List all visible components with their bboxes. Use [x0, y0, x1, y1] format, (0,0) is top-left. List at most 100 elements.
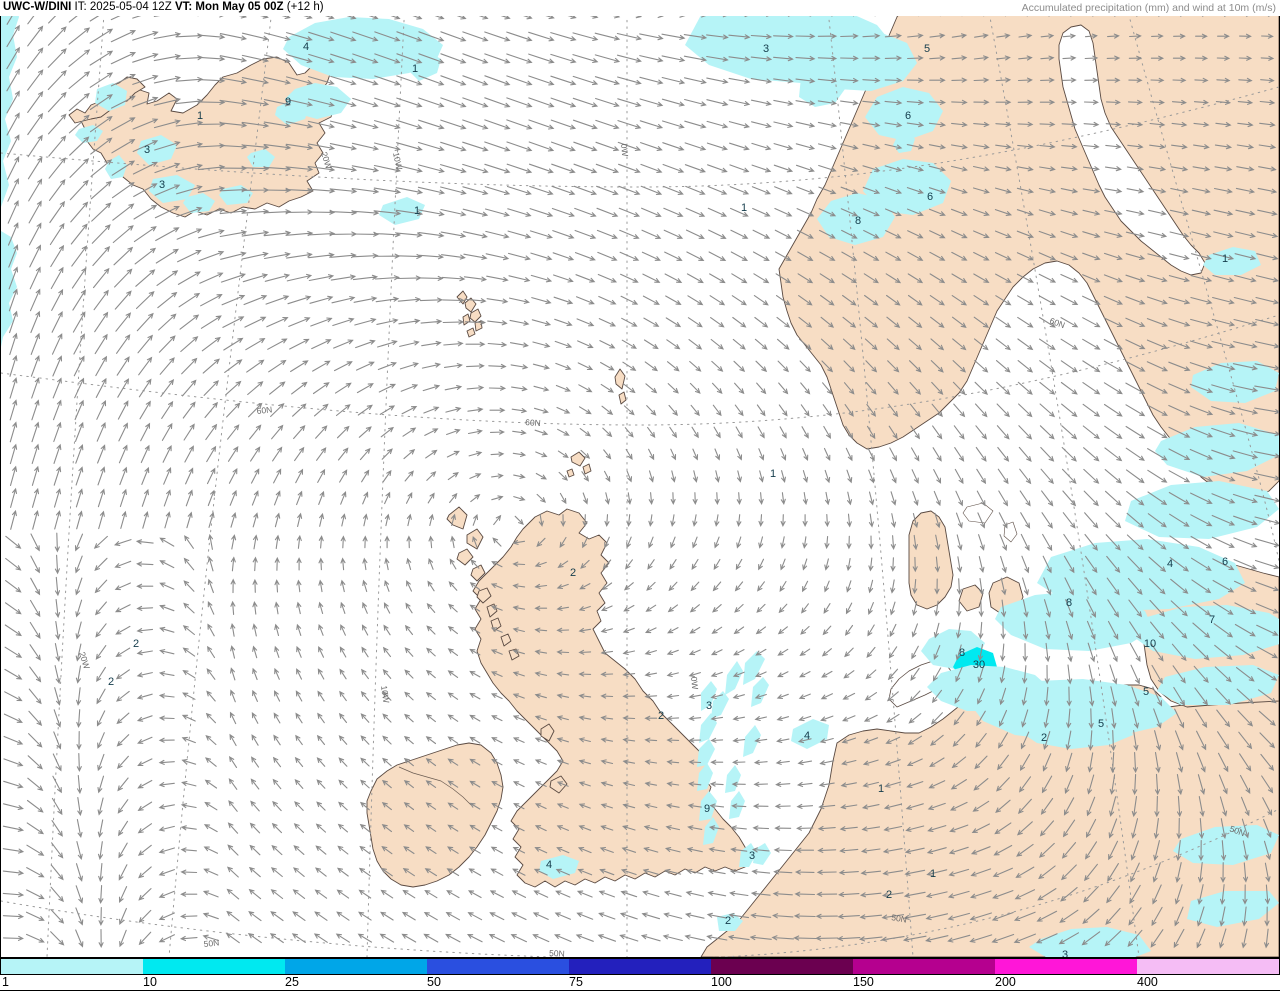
wind-arrow: [446, 450, 460, 458]
wind-arrow: [136, 312, 154, 332]
wind-arrow: [180, 913, 198, 919]
wind-arrow: [1038, 252, 1057, 261]
wind-arrow: [1106, 77, 1121, 83]
wind-arrow: [996, 33, 1011, 39]
wind-arrow: [947, 934, 971, 943]
wind-arrow: [1168, 383, 1191, 394]
wind-arrow: [263, 121, 292, 129]
wind-arrow: [534, 429, 549, 436]
wind-arrow: [528, 141, 555, 152]
wind-arrow: [98, 510, 105, 530]
wind-arrow: [443, 363, 463, 369]
wind-arrow: [1088, 664, 1095, 685]
wind-arrow: [136, 672, 153, 678]
wind-arrow: [622, 803, 636, 809]
wind-arrow: [354, 318, 377, 326]
wind-arrow: [75, 443, 84, 464]
wind-arrow: [621, 317, 638, 327]
colorbar-band-400[interactable]: [1137, 959, 1279, 974]
wind-arrow: [1195, 33, 1208, 39]
wind-arrow: [884, 100, 903, 106]
wind-arrow: [1168, 426, 1191, 438]
wind-arrow: [601, 582, 613, 591]
wind-arrow: [995, 360, 1011, 373]
wind-arrow: [976, 468, 987, 485]
wind-arrow: [1237, 99, 1254, 105]
colorbar-band-100[interactable]: [711, 959, 853, 974]
wind-arrow: [842, 692, 856, 700]
wind-arrow: [511, 890, 527, 898]
colorbar-band-150[interactable]: [853, 959, 995, 974]
wind-arrow: [930, 360, 944, 373]
wind-arrow: [467, 429, 483, 435]
wind-arrow: [375, 296, 400, 303]
wind-arrow: [1040, 77, 1055, 83]
wind-arrow: [329, 143, 358, 151]
wind-arrow: [796, 781, 813, 788]
wind-arrow: [380, 889, 394, 899]
wind-arrow: [182, 647, 196, 657]
wind-arrow: [154, 184, 181, 196]
wind-arrow: [133, 204, 158, 220]
wind-arrow: [661, 76, 686, 85]
wind-arrow: [447, 824, 459, 832]
wind-arrow: [817, 55, 838, 61]
wind-arrow: [801, 603, 809, 614]
wind-arrow: [951, 295, 968, 306]
wind-arrow: [1149, 99, 1165, 105]
wind-arrow: [1086, 818, 1097, 839]
wind-arrow: [793, 935, 817, 941]
wind-arrow: [1193, 144, 1210, 150]
wind-arrow: [926, 847, 947, 855]
colorbar-band-25[interactable]: [285, 959, 427, 974]
graticule-label-10w: 10W: [379, 685, 391, 704]
it-value: 2025-05-04 12Z: [89, 1, 172, 13]
wind-arrow: [1104, 188, 1123, 194]
wind-arrow: [1103, 403, 1123, 417]
wind-arrow: [319, 512, 325, 527]
colorbar-band-1[interactable]: [1, 959, 143, 974]
wind-arrow: [1189, 383, 1214, 394]
wind-arrow: [1082, 382, 1101, 395]
wind-arrow: [267, 338, 288, 350]
wind-arrow: [758, 514, 764, 527]
wind-arrow: [797, 273, 814, 284]
wind-arrow: [136, 715, 153, 722]
colorbar-band-200[interactable]: [995, 959, 1137, 974]
colorbar-swatches[interactable]: [0, 958, 1280, 975]
wind-arrow: [469, 692, 481, 700]
wind-arrow: [642, 890, 660, 898]
wind-arrow: [684, 912, 705, 919]
colorbar-band-50[interactable]: [427, 959, 569, 974]
wind-arrow: [817, 33, 838, 39]
wind-arrow: [617, 120, 642, 129]
wind-arrow: [1254, 472, 1279, 481]
wind-arrow: [574, 252, 596, 261]
wind-arrow: [979, 577, 985, 596]
colorbar-band-10[interactable]: [143, 959, 285, 974]
wind-arrow: [802, 492, 808, 506]
wind-arrow: [553, 296, 574, 305]
wind-arrow: [840, 122, 859, 128]
wind-arrow: [780, 492, 786, 505]
wind-arrow: [1022, 577, 1029, 596]
colorbar-band-75[interactable]: [569, 959, 711, 974]
wind-arrow: [929, 77, 946, 83]
wind-arrow: [774, 825, 792, 831]
wind-arrow: [973, 778, 989, 791]
wind-arrow: [1254, 494, 1279, 503]
wind-arrow: [6, 90, 20, 114]
wind-arrow: [484, 186, 511, 196]
wind-arrow: [863, 737, 879, 744]
precipitation-colorbar[interactable]: 1 10 25 50 75 100 150 200 400: [0, 958, 1280, 991]
wind-arrow: [489, 890, 504, 898]
wind-arrow: [119, 907, 127, 926]
wind-arrow: [1039, 360, 1056, 373]
wind-arrow: [274, 534, 280, 550]
wind-arrow: [338, 712, 348, 724]
wind-arrow: [1168, 470, 1191, 483]
wind-arrow: [263, 54, 291, 63]
wind-arrow: [9, 443, 18, 465]
wind-arrow: [1212, 558, 1235, 571]
